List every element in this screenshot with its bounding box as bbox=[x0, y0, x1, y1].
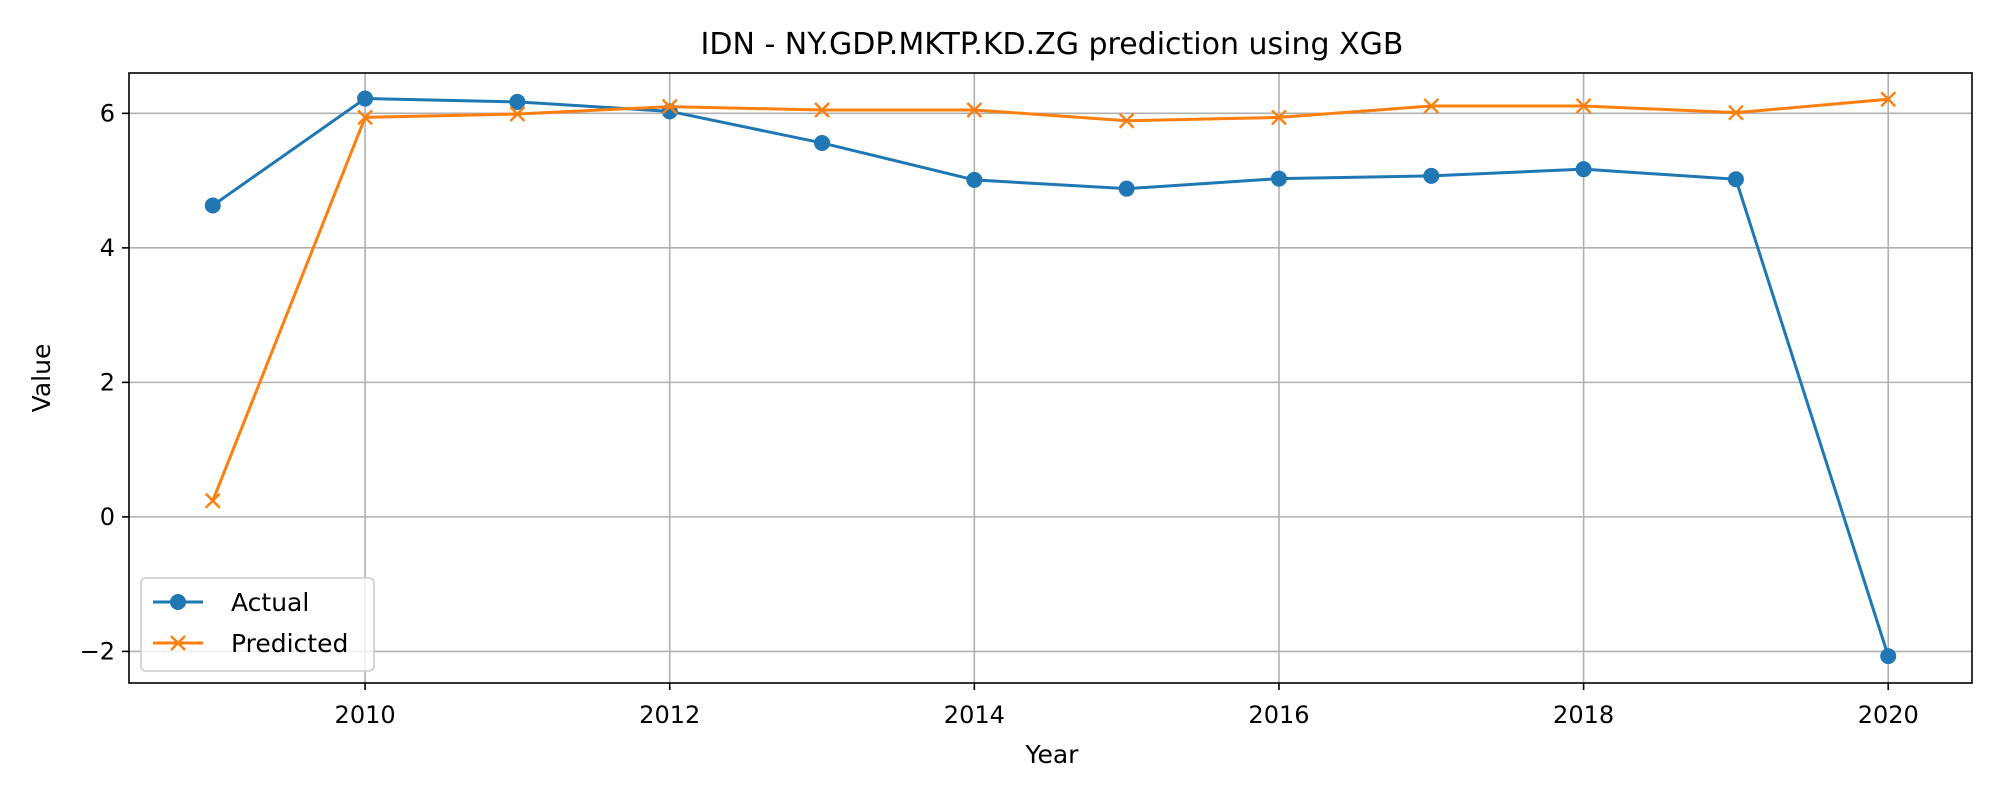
series-layer bbox=[204, 90, 1897, 665]
y-tick-label: −2 bbox=[80, 637, 115, 665]
legend-label-actual: Actual bbox=[231, 588, 309, 617]
series-predicted bbox=[204, 91, 1897, 509]
data-point-predicted bbox=[1271, 109, 1287, 126]
data-point-actual bbox=[966, 171, 983, 188]
legend-label-predicted: Predicted bbox=[231, 629, 348, 658]
data-point-predicted bbox=[1423, 98, 1440, 114]
legend-marker-actual bbox=[170, 594, 186, 610]
y-tick-label: 0 bbox=[100, 503, 115, 531]
legend-item-predicted: Predicted bbox=[153, 629, 348, 658]
y-axis: −2 0 2 4 6 bbox=[80, 99, 129, 665]
data-point-actual bbox=[357, 90, 374, 107]
x-tick-label: 2018 bbox=[1553, 701, 1614, 729]
data-point-actual bbox=[814, 134, 831, 151]
data-point-predicted bbox=[509, 106, 526, 122]
data-point-actual bbox=[509, 93, 526, 110]
grid bbox=[129, 73, 1972, 683]
data-point-predicted bbox=[966, 102, 983, 118]
data-point-predicted bbox=[1728, 104, 1744, 121]
legend-marker-predicted bbox=[170, 635, 186, 651]
data-point-predicted bbox=[1575, 98, 1592, 114]
series-actual bbox=[204, 90, 1897, 665]
x-axis-label: Year bbox=[1025, 740, 1080, 769]
data-point-predicted bbox=[814, 102, 830, 118]
x-tick-label: 2016 bbox=[1248, 701, 1309, 729]
data-point-actual bbox=[1270, 170, 1287, 187]
data-point-actual bbox=[1118, 180, 1135, 197]
series-line-predicted bbox=[211, 97, 1889, 502]
x-tick-label: 2014 bbox=[944, 701, 1005, 729]
data-point-predicted bbox=[1118, 112, 1135, 129]
data-point-actual bbox=[204, 197, 221, 214]
legend-item-actual: Actual bbox=[153, 588, 309, 617]
plot-frame bbox=[128, 72, 1973, 684]
y-axis-label: Value bbox=[27, 344, 56, 413]
data-point-predicted bbox=[661, 98, 678, 115]
data-point-actual bbox=[1575, 161, 1592, 178]
x-tick-label: 2020 bbox=[1858, 701, 1919, 729]
x-axis: 2010 2012 2014 2016 2018 2020 bbox=[335, 683, 1919, 729]
y-tick-label: 6 bbox=[100, 99, 115, 127]
series-line-actual bbox=[211, 97, 1890, 657]
y-tick-label: 4 bbox=[100, 234, 115, 262]
y-tick-label: 2 bbox=[100, 368, 115, 396]
data-point-predicted bbox=[204, 492, 221, 509]
data-point-actual bbox=[1880, 648, 1897, 665]
data-point-actual bbox=[1423, 167, 1440, 184]
legend: Actual Predicted bbox=[140, 577, 375, 672]
x-tick-label: 2010 bbox=[335, 701, 396, 729]
data-point-predicted bbox=[1880, 91, 1897, 108]
x-tick-label: 2012 bbox=[639, 701, 700, 729]
data-point-predicted bbox=[357, 109, 373, 126]
data-point-actual bbox=[1727, 171, 1744, 188]
chart-title: IDN - NY.GDP.MKTP.KD.ZG prediction using… bbox=[701, 27, 1404, 62]
